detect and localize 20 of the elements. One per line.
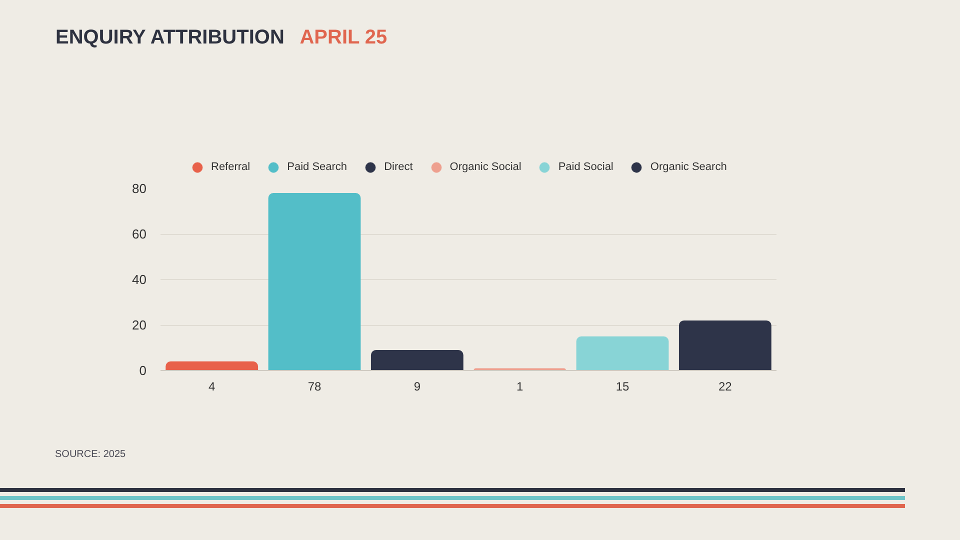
legend-label: Referral	[211, 161, 250, 173]
chart-title: ENQUIRY ATTRIBUTION	[56, 26, 284, 48]
source-note: SOURCE: 2025	[55, 449, 126, 461]
legend-label: Paid Social	[558, 161, 614, 173]
x-tick-label: 22	[718, 380, 732, 394]
x-tick-label: 78	[308, 380, 322, 394]
x-tick-label: 9	[414, 380, 421, 394]
legend-label: Direct	[384, 161, 413, 173]
chart-subtitle: APRIL 25	[300, 26, 388, 48]
y-tick-label: 40	[132, 272, 147, 287]
y-tick-label: 20	[132, 318, 147, 332]
x-tick-label: 4	[208, 380, 216, 394]
y-tick-label: 60	[132, 226, 147, 242]
y-tick-label: 80	[132, 181, 147, 196]
x-tick-label: 15	[616, 380, 630, 394]
legend-label: Paid Search	[287, 161, 348, 173]
legend-label: Organic Social	[450, 161, 522, 173]
y-tick-label: 0	[139, 363, 147, 378]
legend-label: Organic Search	[650, 161, 727, 173]
x-tick-label: 1	[516, 380, 524, 394]
